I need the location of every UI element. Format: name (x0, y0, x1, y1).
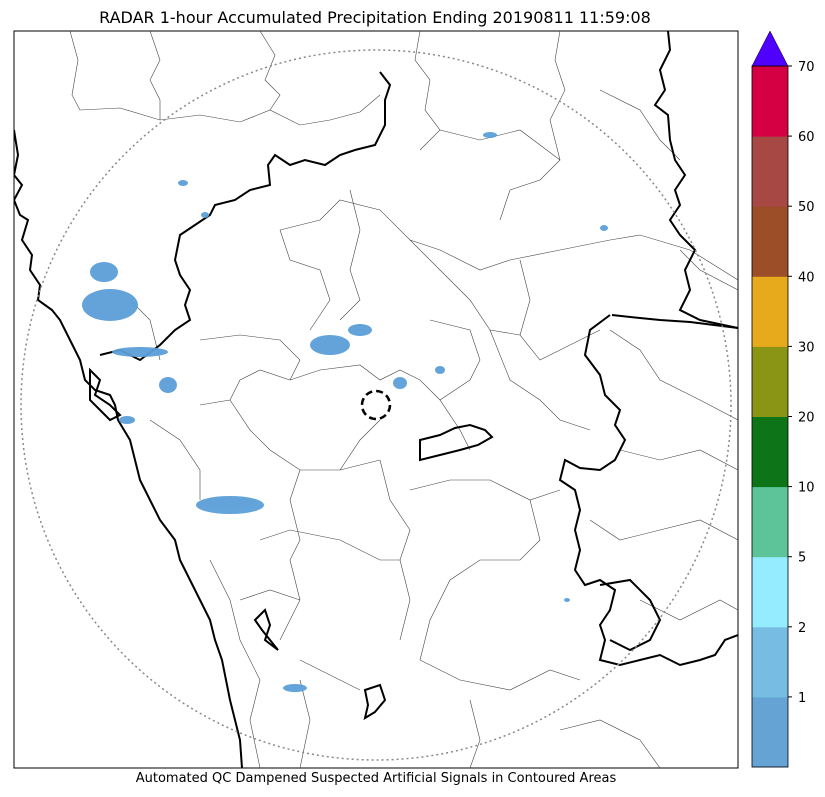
colorbar-tick-label: 1 (798, 691, 806, 706)
radar-site-marker (360, 389, 392, 421)
colorbar-ticks: 1 2 5 10 20 30 40 50 60 70 (788, 60, 815, 706)
colorbar-bin (752, 696, 788, 768)
state-boundaries (14, 31, 738, 768)
colorbar-tick-label: 60 (798, 130, 815, 145)
radar-range-ring (20, 49, 732, 761)
colorbar-tick-label: 5 (798, 551, 806, 566)
precipitation-areas (82, 132, 608, 692)
colorbar-bin (752, 556, 788, 628)
map-frame (13, 30, 739, 769)
colorbar-tick-label: 70 (798, 60, 815, 75)
colorbar-bin (752, 626, 788, 698)
colorbar-tick-label: 50 (798, 200, 815, 215)
colorbar-bin (752, 346, 788, 417)
colorbar-bin (752, 416, 788, 488)
colorbar-bin (752, 66, 788, 137)
colorbar-tick-label: 20 (798, 411, 815, 426)
colorbar-extend-arrow (751, 30, 789, 67)
colorbar-bin (752, 276, 788, 347)
colorbar-bins (752, 66, 788, 768)
colorbar-tick-label: 30 (798, 340, 815, 355)
colorbar-bin (752, 136, 788, 207)
colorbar-bin (752, 206, 788, 277)
colorbar-bin (752, 486, 788, 558)
colorbar-tick-label: 2 (798, 621, 806, 636)
colorbar-tick-label: 40 (798, 270, 815, 285)
colorbar-tick-label: 10 (798, 481, 815, 496)
district-boundaries (69, 31, 738, 768)
map-title: RADAR 1-hour Accumulated Precipitation E… (99, 8, 651, 27)
qc-footnote: Automated QC Dampened Suspected Artifici… (135, 771, 617, 786)
